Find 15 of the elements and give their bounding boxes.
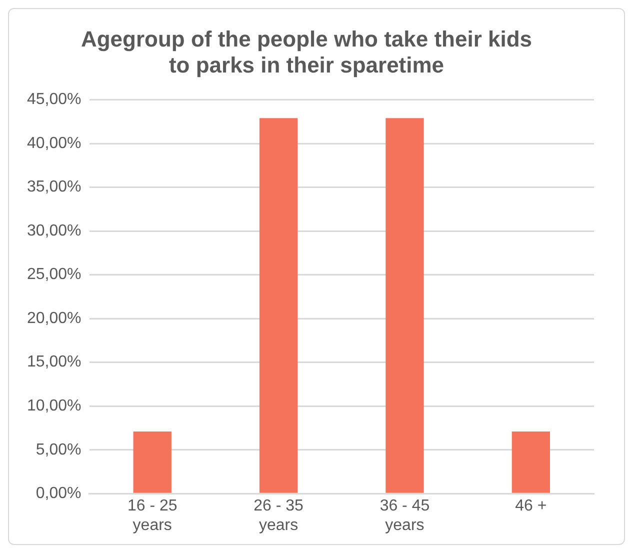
y-tick-label: 0,00% [36,485,82,502]
chart-title: Agegroup of the people who take their kids to parks in their sparetime [80,26,532,78]
y-tick-label: 25,00% [27,266,82,284]
x-tick-label: 46 + [515,498,547,515]
y-tick-label: 35,00% [27,178,82,196]
y-tick-label: 20,00% [27,310,82,327]
y-tick-label: 5,00% [36,441,82,458]
y-tick-label: 15,00% [27,354,82,371]
x-tick-label: 36 - 45 years [380,498,430,534]
x-tick-label: 16 - 25 years [127,498,178,534]
y-tick-label: 45,00% [27,91,82,108]
x-tick-label: 26 - 35 years [254,498,304,534]
y-tick-label: 40,00% [27,134,82,152]
y-tick-label: 10,00% [27,397,82,414]
y-tick-label: 30,00% [27,222,82,240]
